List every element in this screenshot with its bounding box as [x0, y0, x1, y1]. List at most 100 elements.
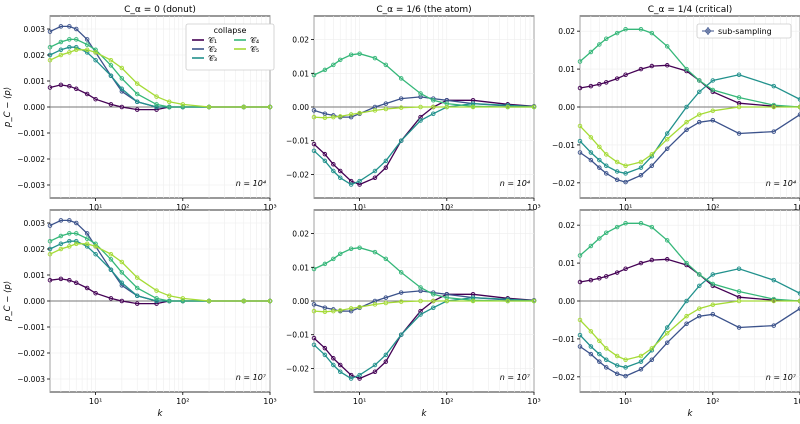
data-point: [134, 91, 140, 97]
data-point: [577, 279, 583, 285]
data-point: [134, 81, 140, 86]
panel-r1c1: 10¹ 10² 10³ −0.02 −0.01 0.00 0.01 0.02 n = 10⁷ k: [286, 209, 541, 419]
data-point: [74, 231, 79, 236]
data-point: [180, 104, 186, 110]
data-point: [614, 169, 620, 174]
data-point: [58, 233, 64, 239]
data-point: [597, 338, 602, 344]
data-point: [311, 308, 317, 314]
legend-entry-1: 𝒞₁: [208, 36, 217, 45]
data-point: [322, 352, 328, 358]
data-point: [93, 96, 98, 102]
data-point: [93, 290, 98, 296]
data-point: [588, 150, 594, 155]
data-point: [614, 371, 620, 377]
data-point: [383, 101, 389, 106]
series-line-4: [313, 247, 534, 302]
y-tick-label: 0.001: [24, 77, 46, 86]
data-point: [331, 114, 336, 120]
data-point: [331, 308, 336, 314]
data-point: [577, 332, 583, 338]
data-point: [348, 52, 354, 58]
data-point: [357, 372, 362, 378]
x-tick-label: 10³: [793, 397, 800, 406]
data-point: [604, 230, 609, 235]
data-point: [93, 241, 98, 247]
data-point: [383, 295, 389, 300]
x-tick-label: 10¹: [619, 397, 632, 406]
data-point: [638, 221, 644, 226]
data-point: [119, 259, 125, 265]
data-point: [108, 296, 114, 301]
data-point: [311, 342, 317, 348]
data-point: [58, 246, 64, 252]
data-point: [180, 298, 186, 304]
data-point: [267, 104, 273, 110]
data-point: [418, 312, 423, 317]
data-point: [398, 332, 404, 337]
data-point: [418, 104, 423, 110]
sample-size-label: n = 10⁴: [236, 179, 267, 188]
data-point: [47, 251, 53, 257]
data-point: [338, 114, 343, 119]
data-point: [664, 131, 670, 136]
data-point: [331, 362, 336, 368]
x-tick-label: 10¹: [619, 203, 632, 212]
data-point: [588, 344, 594, 349]
data-point: [623, 163, 628, 169]
y-axis-label: p_C − ⟨p⟩: [3, 87, 13, 128]
y-tick-label: −0.002: [17, 155, 45, 164]
data-point: [431, 298, 436, 304]
y-tick-label: −0.01: [286, 137, 309, 146]
series-line-1: [313, 99, 535, 186]
data-point: [134, 293, 140, 299]
data-point: [531, 298, 537, 304]
data-point: [697, 89, 702, 95]
data-point: [47, 223, 53, 228]
y-tick-label: −0.001: [17, 129, 45, 138]
data-point: [47, 277, 53, 283]
data-point: [736, 131, 742, 136]
data-point: [67, 231, 72, 236]
x-axis-label: k: [158, 409, 164, 419]
data-point: [67, 50, 72, 55]
series-line-4: [579, 28, 800, 108]
data-point: [58, 39, 64, 45]
data-point: [74, 44, 79, 50]
y-tick-label: −0.02: [286, 170, 309, 179]
data-point: [577, 150, 583, 155]
x-tick-label: 10²: [706, 397, 719, 406]
data-point: [383, 300, 389, 306]
data-point: [47, 85, 53, 90]
data-point: [431, 305, 436, 310]
data-point: [331, 256, 336, 262]
data-point: [398, 76, 404, 81]
data-point: [736, 298, 742, 304]
x-tick-label: 10³: [263, 203, 276, 212]
data-point: [684, 321, 689, 327]
data-point: [623, 179, 628, 185]
data-point: [736, 72, 742, 78]
data-point: [67, 218, 72, 223]
legend-title: collapse: [214, 26, 247, 35]
data-point: [74, 220, 79, 226]
data-point: [664, 257, 670, 262]
data-point: [348, 114, 354, 120]
data-point: [638, 66, 644, 72]
data-point: [588, 351, 594, 357]
data-point: [180, 296, 186, 301]
data-point: [638, 159, 644, 165]
data-point: [771, 104, 776, 110]
data-point: [597, 42, 602, 47]
legend-entry-4: 𝒞₄: [250, 36, 259, 45]
data-point: [649, 163, 655, 169]
data-point: [649, 357, 655, 363]
y-tick-label: 0.01: [292, 69, 309, 78]
data-point: [649, 63, 655, 69]
data-point: [84, 231, 90, 236]
data-point: [505, 298, 510, 304]
data-point: [614, 363, 620, 368]
data-point: [588, 157, 594, 163]
y-tick-label: 0.00: [558, 297, 575, 306]
data-point: [710, 118, 716, 123]
